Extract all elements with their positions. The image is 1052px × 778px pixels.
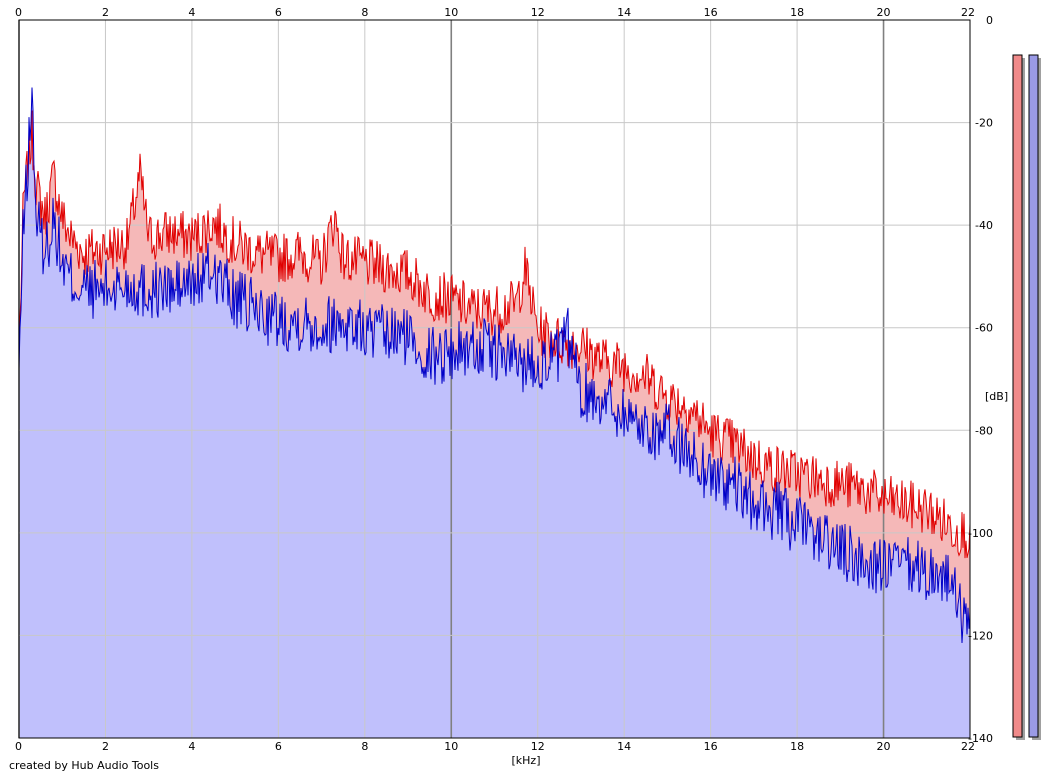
x-tick-label-bottom: 2 <box>102 740 109 753</box>
x-tick-label-bottom: 6 <box>275 740 282 753</box>
x-tick-label-top: 6 <box>275 6 282 19</box>
y-tick-label: -140 <box>968 732 993 745</box>
x-tick-label-bottom: 16 <box>704 740 718 753</box>
plot-border <box>18 19 971 739</box>
x-tick-label-bottom: 0 <box>15 740 22 753</box>
x-tick-label-top: 8 <box>361 6 368 19</box>
series-right-fill <box>19 87 970 738</box>
y-tick-label: -20 <box>975 117 993 130</box>
level-meter-left <box>1012 54 1025 740</box>
y-tick-label: -120 <box>968 629 993 642</box>
x-tick-label-top: 14 <box>617 6 631 19</box>
y-tick-label: -40 <box>975 219 993 232</box>
level-meter-right <box>1028 54 1041 740</box>
x-tick-label-top: 16 <box>704 6 718 19</box>
series-right-line <box>18 87 971 644</box>
y-axis-label: [dB] <box>985 390 1008 403</box>
x-tick-label-bottom: 12 <box>531 740 545 753</box>
x-tick-label-top: 10 <box>444 6 458 19</box>
credit-text: created by Hub Audio Tools <box>9 759 159 772</box>
x-tick-label-top: 22 <box>961 6 975 19</box>
series-left-line <box>18 110 971 559</box>
x-tick-label-bottom: 20 <box>877 740 891 753</box>
x-tick-label-bottom: 22 <box>961 740 975 753</box>
x-tick-label-bottom: 4 <box>188 740 195 753</box>
y-tick-label: -100 <box>968 527 993 540</box>
x-tick-label-top: 0 <box>15 6 22 19</box>
x-tick-label-bottom: 8 <box>361 740 368 753</box>
x-tick-label-bottom: 14 <box>617 740 631 753</box>
x-tick-label-top: 20 <box>877 6 891 19</box>
y-tick-label: -60 <box>975 322 993 335</box>
meter-bar <box>1028 54 1039 738</box>
x-tick-label-bottom: 10 <box>444 740 458 753</box>
meter-bar <box>1012 54 1023 738</box>
y-tick-label: -80 <box>975 424 993 437</box>
x-axis-label: [kHz] <box>512 754 541 767</box>
x-tick-label-top: 18 <box>790 6 804 19</box>
x-tick-label-top: 12 <box>531 6 545 19</box>
x-tick-label-bottom: 18 <box>790 740 804 753</box>
y-tick-label: 0 <box>986 14 993 27</box>
x-tick-label-top: 4 <box>188 6 195 19</box>
x-tick-label-top: 2 <box>102 6 109 19</box>
